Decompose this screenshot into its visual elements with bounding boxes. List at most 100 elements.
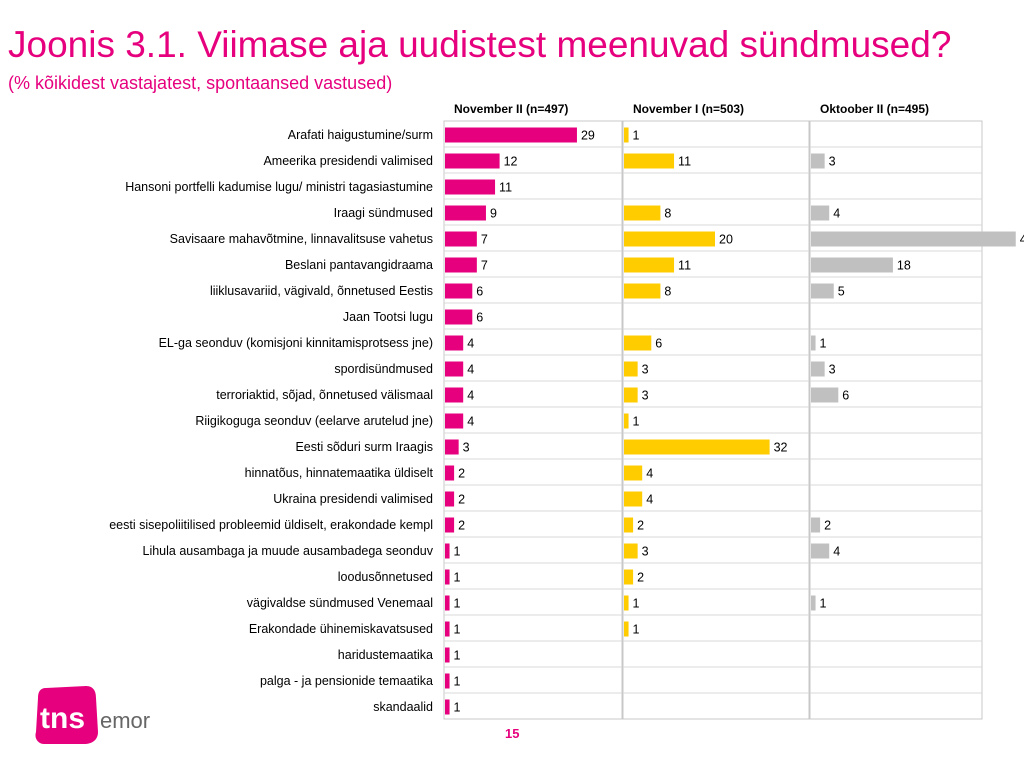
series-header-1: November II (n=497) [454, 102, 568, 116]
bar [811, 517, 821, 533]
category-label: skandaalid [373, 700, 433, 714]
bar [445, 621, 450, 637]
panel-frame-3 [809, 120, 983, 720]
data-label: 3 [463, 441, 470, 455]
data-label: 11 [678, 155, 691, 169]
data-label: 1 [454, 623, 461, 637]
series-header-2: November I (n=503) [633, 102, 744, 116]
category-label: Beslani pantavangidraama [285, 258, 433, 272]
data-label: 4 [467, 389, 474, 403]
bar [811, 595, 816, 611]
data-label: 32 [774, 441, 788, 455]
bar [445, 309, 473, 325]
bar [445, 387, 464, 403]
logo-mark-shape [35, 686, 98, 744]
data-label: 3 [642, 545, 649, 559]
bar [811, 543, 830, 559]
data-label: 6 [655, 337, 662, 351]
page-subtitle: (% kõikidest vastajatest, spontaansed va… [8, 73, 393, 93]
category-label: loodusõnnetused [338, 570, 433, 584]
logo-mark-text: tns [40, 702, 85, 735]
category-label: terroriaktid, sõjad, õnnetused välismaal [216, 388, 433, 402]
category-label: EL-ga seonduv (komisjoni kinnitamisprots… [159, 336, 433, 350]
category-label: eesti sisepoliitilised probleemid üldise… [109, 518, 433, 532]
data-label: 4 [833, 207, 840, 221]
bar [624, 231, 715, 247]
bar [624, 491, 643, 507]
bar [624, 413, 629, 429]
data-label: 29 [581, 129, 595, 143]
bar [445, 569, 450, 585]
category-label: palga - ja pensionide temaatika [260, 674, 433, 688]
bar [811, 335, 816, 351]
bar [445, 127, 577, 143]
data-label: 12 [504, 155, 518, 169]
bar [445, 179, 496, 195]
data-label: 5 [838, 285, 845, 299]
bar [445, 647, 450, 663]
data-label: 1 [633, 129, 640, 143]
data-label: 2 [458, 467, 465, 481]
data-label: 11 [678, 259, 691, 273]
category-label: Savisaare mahavõtmine, linnavalitsuse va… [170, 232, 433, 246]
category-label: Lihula ausambaga ja muude ausambadega se… [143, 544, 434, 558]
data-label: 1 [454, 675, 461, 689]
bar [445, 491, 455, 507]
data-label: 7 [481, 259, 488, 273]
bar [624, 465, 643, 481]
data-label: 20 [719, 233, 733, 247]
series-header-3: Oktoober II (n=495) [820, 102, 929, 116]
bar [811, 387, 839, 403]
bar [445, 153, 500, 169]
data-label: 3 [642, 389, 649, 403]
data-label: 45 [1020, 233, 1024, 247]
bar [624, 127, 629, 143]
data-label: 9 [490, 207, 497, 221]
data-label: 2 [824, 519, 831, 533]
bar [624, 205, 661, 221]
data-label: 4 [467, 415, 474, 429]
bar [445, 673, 450, 689]
category-label: vägivaldse sündmused Venemaal [247, 596, 433, 610]
bar [445, 439, 459, 455]
data-label: 1 [633, 623, 640, 637]
bar [445, 413, 464, 429]
bar [445, 699, 450, 715]
bar [445, 205, 486, 221]
bar [624, 621, 629, 637]
bar [624, 595, 629, 611]
bar [624, 543, 638, 559]
bar [624, 569, 634, 585]
data-label: 1 [633, 415, 640, 429]
bar [445, 257, 477, 273]
data-label: 1 [454, 545, 461, 559]
data-label: 3 [642, 363, 649, 377]
bar [445, 335, 464, 351]
category-label: Eesti sõduri surm Iraagis [295, 440, 433, 454]
category-label: haridustemaatika [338, 648, 433, 662]
data-label: 2 [637, 571, 644, 585]
data-label: 3 [829, 155, 836, 169]
data-label: 1 [633, 597, 640, 611]
bar [624, 439, 770, 455]
panel-frame-2 [622, 120, 810, 720]
category-label: Erakondade ühinemiskavatsused [249, 622, 433, 636]
data-label: 11 [499, 181, 512, 195]
bar [445, 595, 450, 611]
bar [445, 231, 477, 247]
data-label: 1 [454, 701, 461, 715]
logo-text: emor [100, 708, 150, 733]
bar [811, 283, 834, 299]
category-label: Arafati haigustumine/surm [288, 128, 433, 142]
data-label: 8 [664, 207, 671, 221]
panel-frame-1 [443, 120, 623, 720]
category-label: Hansoni portfelli kadumise lugu/ ministr… [125, 180, 433, 194]
data-label: 2 [458, 493, 465, 507]
data-label: 1 [454, 649, 461, 663]
bar [624, 283, 661, 299]
data-label: 3 [829, 363, 836, 377]
bar [624, 361, 638, 377]
bar [811, 231, 1016, 247]
category-label: Ameerika presidendi valimised [263, 154, 433, 168]
